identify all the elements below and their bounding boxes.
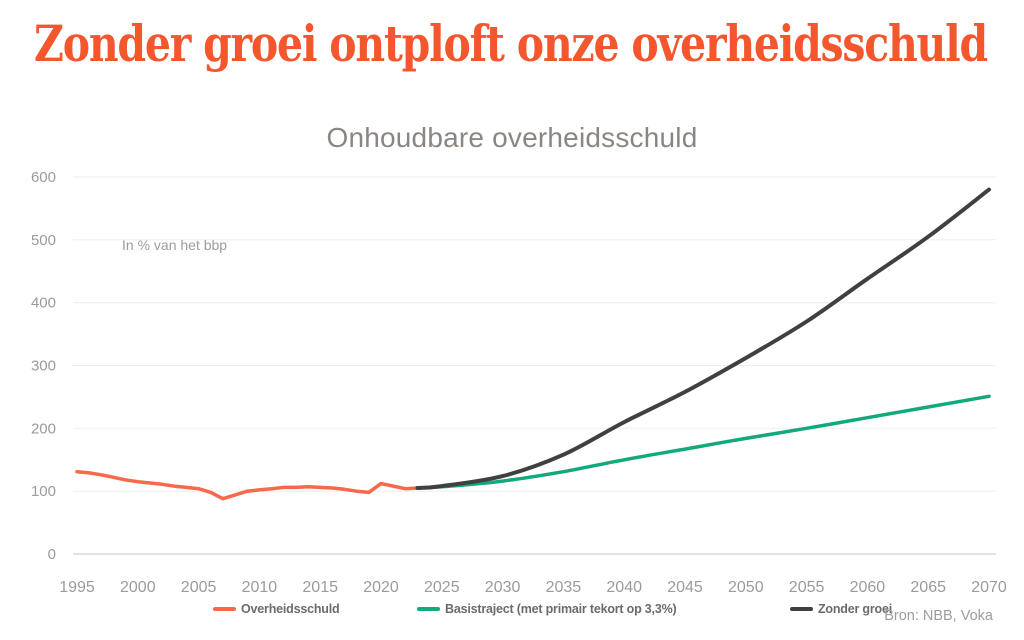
x-axis-tick-label: 2025: [424, 579, 460, 596]
y-axis-tick-label: 0: [48, 546, 56, 563]
legend-label: Basistraject (met primair tekort op 3,3%…: [445, 602, 677, 616]
series-line-zonder-groei: [415, 187, 991, 490]
legend-label: Overheidsschuld: [241, 602, 340, 616]
y-axis-tick-label: 400: [31, 295, 56, 312]
y-axis-tick-label: 600: [31, 169, 56, 186]
legend-item-basistraject: Basistraject (met primair tekort op 3,3%…: [417, 602, 677, 616]
x-axis-tick-label: 2055: [789, 579, 825, 596]
chart-legend: Overheidsschuld Basistraject (met primai…: [0, 602, 1024, 628]
source-credit: Bron: NBB, Voka: [884, 608, 993, 624]
x-axis-tick-label: 2000: [120, 579, 156, 596]
x-axis-tick-label: 1995: [59, 579, 95, 596]
x-axis-tick-label: 2030: [485, 579, 521, 596]
chart-annotation: In % van het bbp: [122, 237, 228, 253]
x-axis-tick-label: 2005: [181, 579, 217, 596]
x-axis-tick-label: 2070: [971, 579, 1007, 596]
x-axis-tick-label: 2050: [728, 579, 764, 596]
series-line-overheidsschuld: [75, 469, 420, 501]
legend-dash-icon: [417, 607, 440, 611]
y-axis-tick-label: 200: [31, 420, 56, 437]
series-line-basistraject-met-primair-tekort-op: [415, 394, 991, 490]
x-axis-tick-label: 2045: [667, 579, 703, 596]
y-axis-tick-label: 300: [31, 358, 56, 375]
y-axis-tick-label: 100: [31, 483, 56, 500]
legend-item-overheidsschuld: Overheidsschuld: [213, 602, 340, 616]
x-axis-tick-label: 2010: [242, 579, 278, 596]
page-title: Zonder groei ontploft onze overheidsschu…: [34, 14, 988, 73]
x-axis-tick-label: 2040: [606, 579, 642, 596]
legend-item-zonder-groei: Zonder groei: [790, 602, 892, 616]
x-axis-tick-label: 2020: [363, 579, 399, 596]
chart-title: Onhoudbare overheidsschuld: [326, 122, 698, 153]
y-axis-tick-label: 500: [31, 232, 56, 249]
x-axis-tick-label: 2035: [546, 579, 582, 596]
x-axis-tick-label: 2060: [850, 579, 886, 596]
legend-label: Zonder groei: [818, 602, 892, 616]
legend-dash-icon: [213, 607, 236, 611]
x-axis-tick-label: 2065: [910, 579, 946, 596]
x-axis-tick-label: 2015: [302, 579, 338, 596]
legend-dash-icon: [790, 607, 813, 611]
